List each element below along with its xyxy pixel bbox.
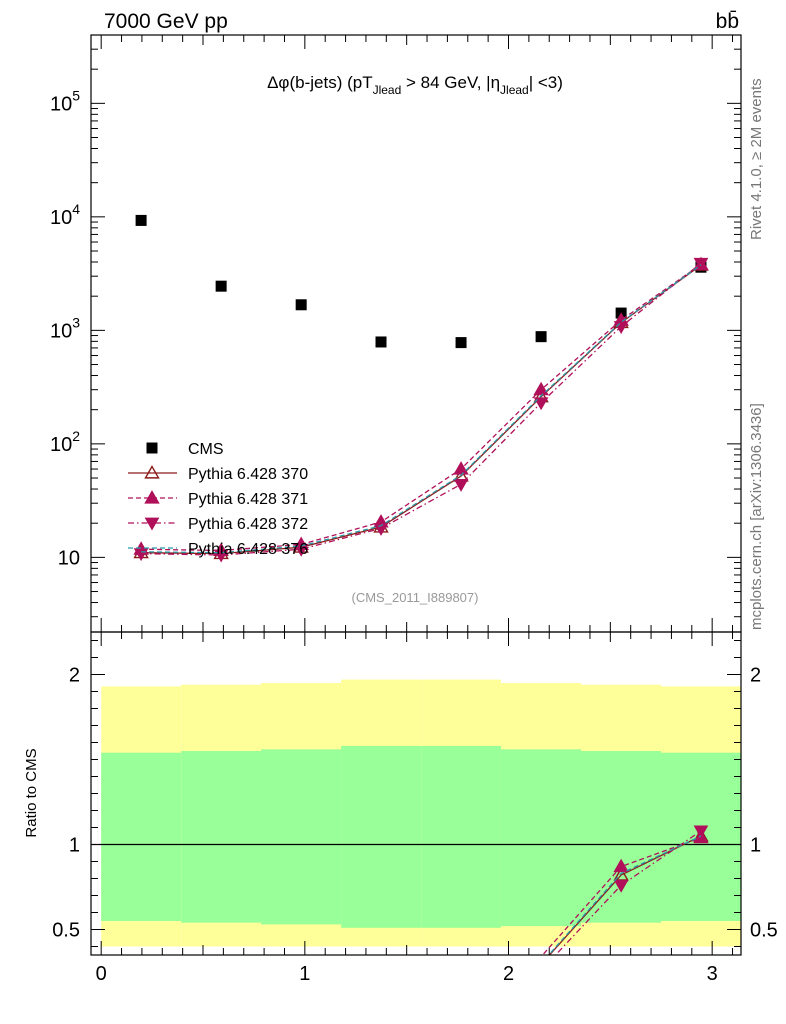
ratio-point-pythia-6-428-371 [613,858,629,873]
data-point-pythia-6-428-371 [453,461,469,475]
uncertainty-band-inner [421,745,501,928]
data-point-cms [375,336,387,348]
analysis-watermark: (CMS_2011_I889807) [352,590,479,605]
x-tick-label: 0 [96,963,107,985]
y-tick-label: 10 [58,547,80,569]
process-label: bb̄ [716,10,739,33]
x-tick-label: 1 [299,963,310,985]
data-point-pythia-6-428-372 [293,543,309,557]
data-point-pythia-6-428-372 [533,397,549,411]
series-line-pythia-6-428-371 [141,263,702,552]
legend-label: Pythia 6.428 372 [188,516,308,533]
ratio-y-label: Ratio to CMS [23,748,40,837]
legend-marker-pythia-6-428-370 [144,465,160,479]
rivet-label: Rivet 4.1.0, ≥ 2M events [748,78,765,240]
ratio-y-tick-label: 2 [69,665,80,687]
data-point-cms [455,337,467,349]
data-point-cms [295,299,307,311]
ratio-y-tick-label: 0.5 [52,920,80,942]
data-point-pythia-6-428-372 [453,478,469,492]
data-point-pythia-6-428-372 [693,257,709,271]
ratio-line-pythia-6-428-371 [541,837,702,955]
y-tick-label: 105 [50,87,80,115]
ratio-point-pythia-6-428-372 [613,879,629,893]
legend-marker-cms [146,442,158,454]
legend-label: Pythia 6.428 371 [188,491,308,508]
uncertainty-band-inner [261,749,342,925]
legend-marker-pythia-6-428-372 [144,517,160,531]
uncertainty-band-inner [500,749,582,927]
series-line-pythia-6-428-376 [141,264,702,554]
mcplots-label: mcplots.cern.ch [arXiv:1306.3436] [748,403,765,630]
uncertainty-band-inner [181,751,262,923]
uncertainty-band-inner [341,745,422,928]
data-point-pythia-6-428-371 [533,381,549,396]
main-title: Δφ(b-jets) (pTJlead > 84 GeV, |ηJlead| <… [267,73,563,97]
data-point-pythia-6-428-372 [373,523,389,536]
data-point-cms [535,331,547,343]
legend-label: CMS [188,441,224,458]
data-point-cms [215,280,227,292]
ratio-frame [90,631,742,956]
y-tick-label: 104 [50,201,80,229]
y-tick-label: 103 [50,314,80,342]
ratio-line-pythia-6-428-372 [554,830,702,955]
legend-label: Pythia 6.428 376 [188,541,308,558]
x-tick-label: 2 [503,963,514,985]
y-tick-label: 102 [50,428,80,456]
x-tick-label: 3 [707,963,718,985]
legend-marker-pythia-6-428-371 [144,490,160,504]
data-point-cms [135,214,147,226]
legend-label: Pythia 6.428 370 [188,466,308,483]
energy-label: 7000 GeV pp [104,10,228,33]
ratio-line-pythia-6-428-370 [548,835,702,955]
uncertainty-band-inner [101,752,182,921]
uncertainty-band-inner [581,751,662,923]
ratio-panel: 0.5 0.5 1 1 2 2 0 1 2 3 Ratio to CMS [23,631,778,985]
ratio-point-pythia-6-428-372 [693,825,709,839]
ratio-y-tick-label-right: 1 [750,835,761,857]
ratio-y-tick-label-right: 2 [750,665,761,687]
ratio-y-tick-label-right: 0.5 [750,920,778,942]
legend: CMS Pythia 6.428 370 Pythia 6.428 371 Pythi… [128,441,308,558]
ratio-y-tick-label: 1 [69,835,80,857]
series-line-pythia-6-428-372 [141,262,702,556]
main-panel: Δφ(b-jets) (pTJlead > 84 GeV, |ηJlead| <… [50,34,742,633]
